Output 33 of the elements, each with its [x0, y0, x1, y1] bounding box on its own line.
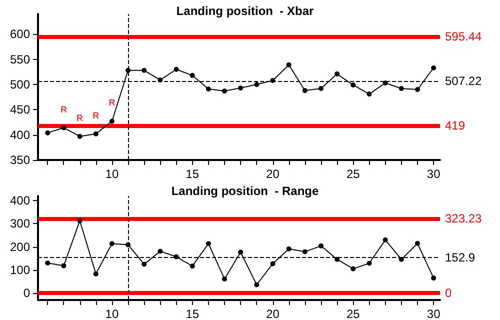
y-tick-label: 300	[10, 216, 30, 231]
x-tick-label: 10	[105, 167, 119, 181]
y-tick-label: 550	[10, 52, 30, 66]
x-tick-label: 20	[266, 167, 280, 181]
x-tick-label: 20	[266, 307, 280, 320]
y-tick-label: 500	[10, 77, 30, 92]
y-tick-label: 0	[23, 286, 30, 300]
annotation: R	[76, 112, 84, 123]
x-tick-label: 25	[346, 167, 360, 181]
y-tick-label: 350	[10, 153, 30, 167]
y-tick-label: 600	[10, 27, 30, 42]
x-tick-label: 15	[186, 307, 200, 320]
y-tick-label: 100	[10, 262, 30, 277]
ref-line-label: 323.23	[445, 211, 482, 226]
x-tick-label: 30	[426, 167, 441, 181]
annotation: R	[108, 98, 116, 108]
x-tick-label: 10	[105, 307, 119, 320]
x-tick-label: 30	[426, 307, 441, 320]
y-tick-label: 450	[10, 102, 30, 117]
x-tick-label: 25	[346, 307, 360, 320]
y-tick-label: 400	[10, 128, 30, 142]
x-tick-label: 15	[186, 167, 200, 181]
ref-line-label: 0	[445, 286, 452, 300]
ref-line-label: 595.44	[445, 29, 482, 44]
chart-title: Landing position - Xbar	[176, 4, 314, 18]
y-tick-label: 200	[10, 240, 30, 254]
annotation: R	[92, 110, 100, 120]
ref-line-label: 419	[445, 118, 466, 132]
annotation: R	[60, 104, 68, 114]
ref-line-label: 507.22	[445, 74, 482, 88]
y-tick-label: 400	[10, 194, 30, 208]
chart-title: Landing position - Range	[171, 184, 319, 198]
ref-line-label: 152.9	[445, 250, 476, 265]
